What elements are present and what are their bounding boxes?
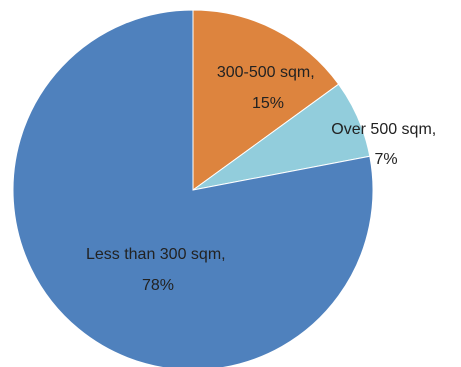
label-300-500-sqm-percent: 15% (252, 95, 284, 112)
slice-300-500-sqm (192, 9, 340, 191)
label-less-than-300-sqm-name: Less than 300 sqm, (86, 246, 226, 263)
label-less-than-300-sqm-percent: 78% (142, 277, 174, 294)
label-less-than-300-sqm: Less than 300 sqm, 78% (86, 246, 230, 294)
label-over-500-sqm-percent: 7% (374, 151, 397, 168)
label-300-500-sqm-name: 300-500 sqm, (217, 64, 315, 81)
label-over-500-sqm-name: Over 500 sqm, (331, 121, 436, 138)
slice-less-than-300-sqm (12, 9, 374, 367)
label-300-500-sqm: 300-500 sqm, 15% (217, 64, 319, 112)
pie-slices (12, 9, 374, 367)
label-over-500-sqm: Over 500 sqm, 7% (331, 121, 440, 168)
